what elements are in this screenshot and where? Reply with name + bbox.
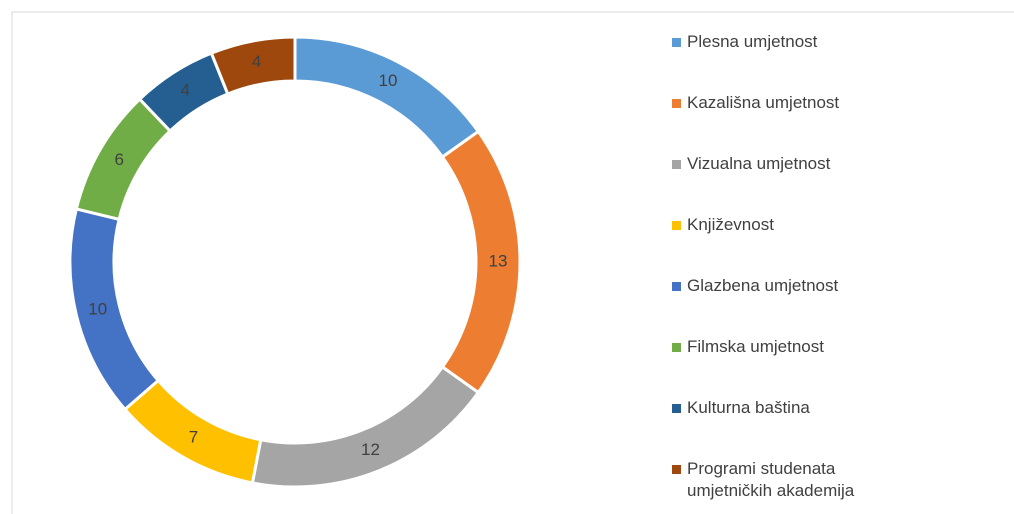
legend-entry: Plesna umjetnost <box>672 31 817 53</box>
donut-segment <box>293 35 481 160</box>
legend-swatch <box>672 343 681 352</box>
legend-entry: Glazbena umjetnost <box>672 275 838 297</box>
legend-label: Vizualna umjetnost <box>687 154 831 173</box>
data-label: 10 <box>88 299 107 318</box>
donut-segment <box>250 364 481 489</box>
data-label: 10 <box>379 71 398 90</box>
legend-label: Kulturna baština <box>687 398 810 417</box>
legend-swatch <box>672 38 681 47</box>
legend-swatch <box>672 99 681 108</box>
chart-border <box>11 11 1014 514</box>
data-label: 4 <box>252 52 261 71</box>
legend-entry: Vizualna umjetnost <box>672 153 830 175</box>
donut-segment <box>209 35 297 96</box>
legend-swatch <box>672 221 681 230</box>
legend-entry: Kazališna umjetnost <box>672 92 839 114</box>
legend-label: Plesna umjetnost <box>687 32 818 51</box>
legend-label: Književnost <box>687 215 774 234</box>
legend-label: Filmska umjetnost <box>687 337 824 356</box>
data-label: 4 <box>181 81 190 100</box>
data-label: 12 <box>361 440 380 459</box>
legend-entry: Programi studenata umjetničkih akademija <box>672 458 887 502</box>
legend-label: Glazbena umjetnost <box>687 276 839 295</box>
data-label: 13 <box>489 251 508 270</box>
donut-segment <box>68 207 161 412</box>
data-label: 7 <box>189 427 198 446</box>
donut-segment <box>440 129 522 395</box>
legend-swatch <box>672 465 681 474</box>
legend-entry: Kulturna baština <box>672 397 810 419</box>
legend-entry: Filmska umjetnost <box>672 336 824 358</box>
legend-label: Kazališna umjetnost <box>687 93 840 112</box>
legend-entry: Književnost <box>672 214 774 236</box>
legend-swatch <box>672 160 681 169</box>
data-label: 6 <box>114 150 123 169</box>
legend-label: Programi studenata umjetničkih akademija <box>687 459 855 500</box>
legend-swatch <box>672 404 681 413</box>
legend-swatch <box>672 282 681 291</box>
